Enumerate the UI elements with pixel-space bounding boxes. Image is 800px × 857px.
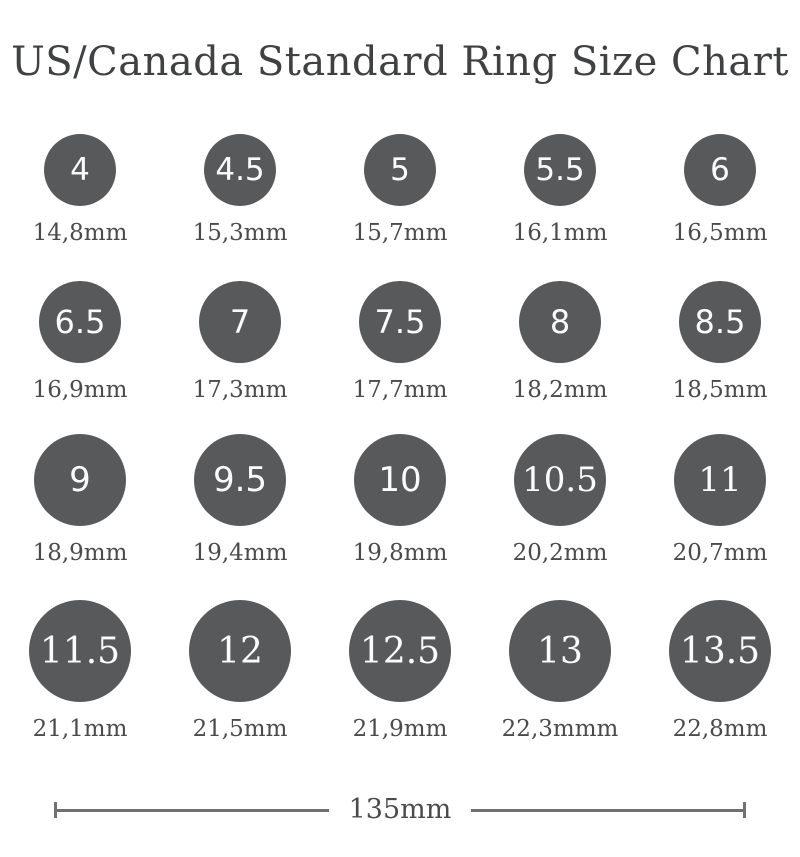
ring-circle: 10.5 (514, 434, 606, 526)
ring-size-cell: 4 14,8mm (32, 134, 128, 247)
ring-size-number: 4 (70, 152, 90, 188)
ring-size-cell: 12.5 21,9mm (349, 600, 451, 743)
ring-size-number: 11.5 (39, 630, 121, 672)
diameter-label: 15,3mm (192, 220, 288, 246)
diameter-label: 20,7mm (672, 540, 768, 566)
diameter-label: 14,8mm (32, 220, 128, 246)
ring-circle: 12 (189, 600, 291, 702)
ring-size-number: 10 (378, 460, 422, 500)
ring-size-number: 9.5 (212, 460, 268, 500)
diameter-label: 22,3mmm (501, 716, 619, 742)
ring-size-number: 7.5 (374, 303, 426, 341)
ring-size-row: 4 14,8mm 4.5 15,3mm 5 15,7mm 5.5 16,1mm … (0, 134, 800, 247)
ring-size-cell: 6.5 16,9mm (32, 281, 128, 404)
diameter-label: 18,5mm (672, 377, 768, 403)
diameter-label: 15,7mm (352, 220, 448, 246)
ring-size-number: 12 (217, 630, 263, 672)
ring-size-cell: 8 18,2mm (512, 281, 608, 404)
ring-circle: 10 (354, 434, 446, 526)
diameter-label: 16,1mm (512, 220, 608, 246)
page-title: US/Canada Standard Ring Size Chart (11, 39, 789, 85)
ring-size-number: 5.5 (535, 152, 585, 188)
diameter-label: 22,8mm (672, 716, 768, 742)
ring-size-cell: 10.5 20,2mm (512, 434, 608, 567)
ring-size-number: 8 (549, 303, 571, 341)
diameter-label: 17,7mm (352, 377, 448, 403)
ring-circle: 5.5 (524, 134, 596, 206)
diameter-label: 21,5mm (192, 716, 288, 742)
ring-size-row: 11.5 21,1mm 12 21,5mm 12.5 21,9mm 13 22,… (0, 600, 800, 743)
ring-size-cell: 13.5 22,8mm (669, 600, 771, 743)
scale-bar: 135mm (54, 795, 746, 825)
scale-tick-right (743, 802, 746, 818)
ring-size-cell: 9 18,9mm (32, 434, 128, 567)
ring-size-cell: 10 19,8mm (352, 434, 448, 567)
ring-circle: 5 (364, 134, 436, 206)
diameter-label: 17,3mm (192, 377, 288, 403)
scale-line-right (471, 808, 743, 812)
ring-size-number: 6.5 (54, 303, 106, 341)
ring-size-cell: 7.5 17,7mm (352, 281, 448, 404)
ring-circle: 9.5 (194, 434, 286, 526)
ring-size-number: 9 (69, 460, 91, 500)
ring-size-cell: 11.5 21,1mm (29, 600, 131, 743)
ring-size-number: 12.5 (359, 630, 441, 672)
ring-size-cell: 5 15,7mm (352, 134, 448, 247)
ring-size-cell: 6 16,5mm (672, 134, 768, 247)
ring-size-cell: 11 20,7mm (672, 434, 768, 567)
diameter-label: 21,1mm (32, 716, 128, 742)
ring-circle: 8.5 (679, 281, 761, 363)
ring-circle: 4 (44, 134, 116, 206)
ring-size-number: 5 (390, 152, 410, 188)
ring-circle: 9 (34, 434, 126, 526)
ring-size-number: 7 (229, 303, 251, 341)
ring-circle: 13.5 (669, 600, 771, 702)
ring-circle: 7 (199, 281, 281, 363)
ring-circle: 6 (684, 134, 756, 206)
ring-size-number: 13 (537, 630, 583, 672)
ring-size-number: 13.5 (679, 630, 761, 672)
ring-size-row: 9 18,9mm 9.5 19,4mm 10 19,8mm 10.5 20,2m… (0, 434, 800, 567)
ring-size-cell: 5.5 16,1mm (512, 134, 608, 247)
ring-size-number: 6 (710, 152, 730, 188)
diameter-label: 19,4mm (192, 540, 288, 566)
ring-circle: 12.5 (349, 600, 451, 702)
scale-label: 135mm (348, 794, 452, 825)
ring-circle: 11 (674, 434, 766, 526)
ring-circle: 8 (519, 281, 601, 363)
scale-tick-left (54, 802, 57, 818)
ring-size-row: 6.5 16,9mm 7 17,3mm 7.5 17,7mm 8 18,2mm … (0, 281, 800, 404)
ring-circle: 11.5 (29, 600, 131, 702)
diameter-label: 16,9mm (32, 377, 128, 403)
ring-size-cell: 4.5 15,3mm (192, 134, 288, 247)
ring-size-number: 11 (698, 460, 742, 500)
diameter-label: 19,8mm (352, 540, 448, 566)
diameter-label: 21,9mm (352, 716, 448, 742)
scale-line-left (57, 808, 329, 812)
diameter-label: 18,9mm (32, 540, 128, 566)
ring-size-cell: 7 17,3mm (192, 281, 288, 404)
ring-size-number: 10.5 (522, 460, 598, 500)
ring-size-cell: 8.5 18,5mm (672, 281, 768, 404)
ring-size-cell: 13 22,3mmm (501, 600, 619, 743)
diameter-label: 16,5mm (672, 220, 768, 246)
ring-circle: 7.5 (359, 281, 441, 363)
ring-size-cell: 12 21,5mm (189, 600, 291, 743)
ring-circle: 4.5 (204, 134, 276, 206)
ring-circle: 13 (508, 600, 611, 702)
ring-size-number: 8.5 (694, 303, 746, 341)
diameter-label: 18,2mm (512, 377, 608, 403)
ring-size-cell: 9.5 19,4mm (192, 434, 288, 567)
diameter-label: 20,2mm (512, 540, 608, 566)
ring-size-number: 4.5 (215, 152, 265, 188)
ring-circle: 6.5 (39, 281, 121, 363)
ring-size-grid: 4 14,8mm 4.5 15,3mm 5 15,7mm 5.5 16,1mm … (0, 134, 800, 743)
